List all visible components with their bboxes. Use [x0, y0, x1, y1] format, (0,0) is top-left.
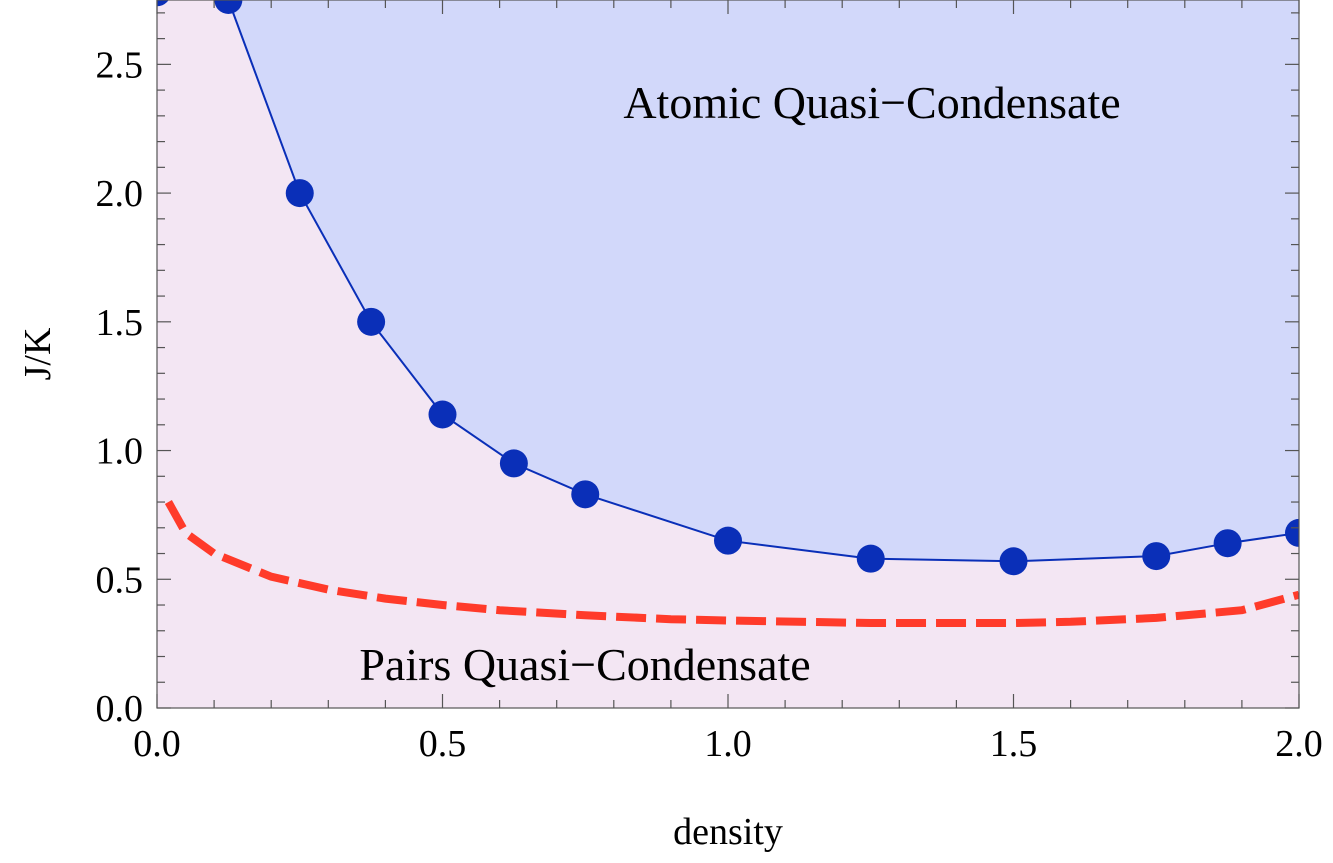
pairs-region-label: Pairs Quasi−Condensate [359, 639, 810, 690]
data-point-marker [714, 526, 742, 555]
data-point-marker [428, 400, 457, 429]
x-axis-title: density [673, 811, 783, 853]
data-point-marker [285, 179, 314, 208]
y-tick-label: 2.0 [96, 173, 144, 215]
data-point-marker [571, 480, 600, 509]
y-tick-label: 1.5 [96, 302, 144, 344]
x-tick-label: 1.0 [704, 723, 752, 765]
atomic-region-fill [157, 0, 1299, 562]
atomic-region-label: Atomic Quasi−Condensate [623, 77, 1120, 128]
y-axis-title: J/K [17, 327, 59, 380]
plot-area [157, 0, 1299, 708]
y-tick-label: 1.0 [96, 431, 144, 473]
x-tick-label: 2.0 [1275, 723, 1323, 765]
data-point-marker [1142, 542, 1171, 571]
data-point-marker [357, 307, 386, 336]
axis-ticks [156, 0, 1300, 709]
y-tick-label: 0.0 [96, 688, 144, 730]
data-point-marker [856, 544, 885, 573]
x-tick-label: 1.5 [990, 723, 1038, 765]
data-point-marker [1213, 529, 1242, 558]
y-tick-label: 2.5 [96, 44, 144, 86]
data-point-marker [999, 547, 1028, 576]
y-tick-label: 0.5 [96, 559, 144, 601]
x-tick-label: 0.5 [419, 723, 467, 765]
x-tick-label: 0.0 [133, 723, 181, 765]
pairs-threshold-dashed-line [164, 500, 1299, 627]
axis-tick-labels: 0.0 0.5 1.0 1.5 2.0 0.0 0.5 1.0 1.5 2.0 2.5 [96, 44, 1323, 765]
data-point-marker [499, 449, 528, 478]
data-point-marker [1285, 518, 1299, 547]
data-point-marker [214, 0, 243, 14]
boundary-markers [157, 0, 1299, 576]
data-point-marker [157, 0, 169, 7]
